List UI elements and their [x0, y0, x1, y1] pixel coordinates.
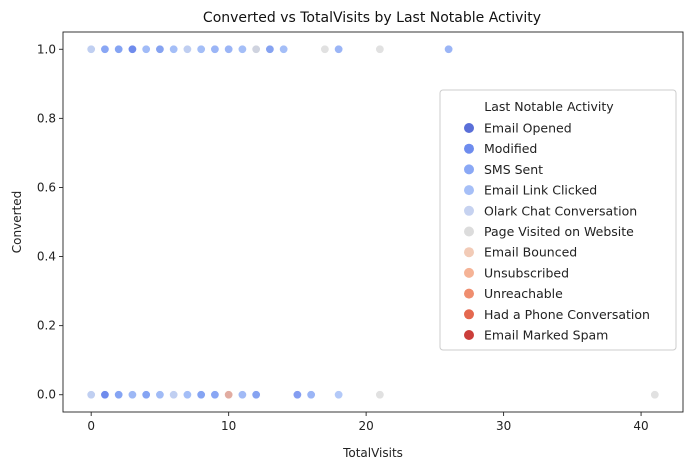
data-point — [86, 390, 96, 400]
legend-label: Unsubscribed — [484, 265, 569, 280]
data-point — [334, 390, 344, 400]
legend-marker — [464, 309, 474, 320]
data-point — [306, 390, 316, 400]
legend-label: Modified — [484, 141, 537, 156]
data-point — [141, 44, 151, 54]
data-point — [237, 390, 247, 400]
legend-marker — [464, 247, 474, 258]
data-point — [292, 390, 302, 400]
y-tick-label: 1.0 — [37, 42, 56, 56]
legend-label: Unreachable — [484, 286, 563, 301]
data-point — [155, 390, 165, 400]
y-axis: 0.0 0.2 0.4 0.6 0.8 1.0 — [37, 42, 63, 402]
x-tick-label: 30 — [496, 419, 511, 433]
data-point — [196, 44, 206, 54]
x-axis-label: TotalVisits — [342, 446, 403, 460]
y-axis-label: Converted — [10, 191, 24, 253]
data-point — [224, 390, 234, 400]
legend-label: Olark Chat Conversation — [484, 203, 637, 218]
data-point — [320, 44, 330, 54]
legend-label: Email Link Clicked — [484, 183, 597, 198]
legend-label: Email Marked Spam — [484, 328, 608, 343]
y-tick-label: 0.0 — [37, 388, 56, 402]
data-point — [210, 44, 220, 54]
data-point — [127, 390, 137, 400]
legend-marker — [464, 330, 474, 340]
data-point — [237, 44, 247, 54]
legend-marker — [464, 185, 474, 196]
data-point — [650, 390, 660, 400]
data-point — [251, 44, 261, 54]
chart-title: Converted vs TotalVisits by Last Notable… — [203, 10, 541, 26]
data-points — [86, 44, 660, 400]
legend-marker — [464, 226, 474, 237]
data-point — [100, 44, 110, 54]
data-point — [265, 44, 275, 54]
data-point — [169, 44, 179, 54]
legend-items: Email Opened Modified SMS Sent Email Link C… — [464, 121, 650, 343]
data-point — [375, 390, 385, 400]
y-tick-label: 0.6 — [37, 180, 56, 194]
legend-marker — [464, 143, 474, 154]
data-point — [279, 44, 289, 54]
data-point — [155, 44, 165, 54]
data-point — [444, 44, 454, 54]
data-point — [251, 390, 261, 400]
plot-frame — [62, 31, 684, 413]
data-point — [210, 390, 220, 400]
legend-marker — [464, 288, 474, 299]
legend-label: Email Opened — [484, 121, 572, 136]
data-point — [141, 390, 151, 400]
data-point — [375, 44, 385, 54]
data-point — [196, 390, 206, 400]
legend-title: Last Notable Activity — [484, 99, 614, 114]
legend-marker — [464, 267, 474, 278]
x-tick-label: 0 — [87, 419, 95, 433]
data-point — [114, 390, 124, 400]
x-axis: 0 10 20 30 40 — [87, 412, 649, 433]
data-point — [127, 44, 137, 54]
data-point — [169, 390, 179, 400]
data-point — [114, 44, 124, 54]
y-tick-label: 0.4 — [37, 250, 56, 264]
legend-marker — [464, 205, 474, 216]
data-point — [182, 390, 192, 400]
data-point — [334, 44, 344, 54]
legend-marker — [464, 164, 474, 175]
x-tick-label: 40 — [633, 419, 648, 433]
data-point — [100, 390, 110, 400]
x-tick-label: 20 — [358, 419, 373, 433]
legend-marker — [464, 123, 474, 133]
legend-label: Page Visited on Website — [484, 224, 634, 239]
x-tick-label: 10 — [221, 419, 236, 433]
legend-box — [439, 89, 677, 351]
data-point — [182, 44, 192, 54]
legend-label: Had a Phone Conversation — [484, 307, 650, 322]
legend: Last Notable Activity Email Opened Modifi… — [439, 89, 677, 351]
y-tick-label: 0.2 — [37, 319, 56, 333]
legend-label: SMS Sent — [484, 162, 543, 177]
y-tick-label: 0.8 — [37, 111, 56, 125]
data-point — [86, 44, 96, 54]
data-point — [224, 44, 234, 54]
legend-label: Email Bounced — [484, 245, 577, 260]
